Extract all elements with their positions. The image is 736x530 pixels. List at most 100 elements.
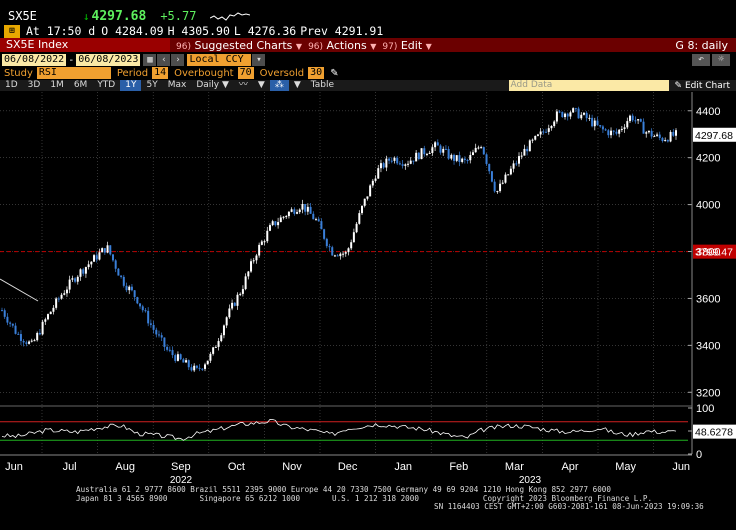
- frequency-select[interactable]: Daily ▼: [196, 80, 229, 90]
- candle-body: [569, 112, 572, 117]
- range-button-1y[interactable]: 1Y: [120, 80, 142, 91]
- next-period-icon[interactable]: ›: [171, 54, 185, 66]
- currency-select[interactable]: Local CCY: [187, 54, 252, 66]
- candle-body: [41, 321, 44, 335]
- dropdown-arrow-icon: ▼: [370, 41, 377, 51]
- candle-body: [458, 155, 461, 162]
- candle-body: [385, 158, 388, 168]
- period-input[interactable]: 14: [152, 67, 169, 79]
- candle-body: [453, 154, 456, 161]
- prev-period-icon[interactable]: ‹: [157, 54, 171, 66]
- candle-body: [323, 229, 326, 239]
- last-price: 4297.68: [91, 8, 147, 24]
- rsi-y-tick-label: 0: [696, 449, 702, 461]
- year-label: 2023: [519, 475, 542, 486]
- open-price: O 4284.09: [101, 24, 164, 38]
- candle-body: [55, 298, 58, 308]
- pencil-icon[interactable]: ✎: [330, 67, 339, 79]
- candle-body: [620, 128, 623, 130]
- dropdown-arrow-icon[interactable]: ▼: [257, 80, 265, 90]
- bloomberg-logo-icon: ⊞: [4, 24, 20, 38]
- start-date-input[interactable]: 06/08/2022: [2, 54, 67, 66]
- candle-body: [336, 255, 339, 257]
- candle-body: [669, 131, 672, 142]
- candle-body: [277, 222, 280, 226]
- reference-label: 3799.47: [695, 247, 733, 259]
- candle-body: [25, 342, 28, 344]
- candle-body: [133, 290, 136, 298]
- line-style-icon[interactable]: 〰: [238, 80, 248, 90]
- candle-body: [130, 286, 133, 291]
- price-chart[interactable]: 3799.47 3200 3400 3600 3800 4000 4200 4400 4297…: [0, 92, 736, 486]
- candle-body: [65, 289, 68, 294]
- edit-menu[interactable]: 97) Edit ▼: [382, 39, 431, 52]
- candle-body: [623, 127, 626, 129]
- security-field[interactable]: SX5E Index: [0, 38, 170, 52]
- menu-number: 96): [308, 41, 324, 52]
- undo-icon[interactable]: ↶: [692, 54, 710, 66]
- candle-body: [542, 131, 545, 133]
- candle-body: [212, 347, 215, 354]
- at-time: At 17:50 d: [26, 24, 96, 38]
- candle-body: [350, 242, 353, 249]
- study-select[interactable]: RSI: [36, 67, 111, 79]
- candle-body: [17, 333, 20, 335]
- candle-body: [396, 157, 399, 164]
- settings-icon[interactable]: ☼: [712, 54, 730, 66]
- range-button-1m[interactable]: 1M: [50, 80, 64, 90]
- candle-body: [106, 245, 109, 253]
- low-price: L 4276.36: [233, 24, 297, 38]
- candle-body: [637, 119, 640, 121]
- candle-body: [325, 238, 328, 247]
- range-button-max[interactable]: Max: [167, 80, 187, 90]
- candle-body: [247, 271, 250, 277]
- oversold-input[interactable]: 30: [308, 67, 325, 79]
- y-tick-label: 3600: [696, 293, 720, 305]
- overbought-input[interactable]: 70: [237, 67, 254, 79]
- range-button-ytd[interactable]: YTD: [97, 80, 116, 90]
- chart-tab-label: G 8: daily: [675, 38, 728, 52]
- menu-label: Edit: [400, 38, 423, 52]
- range-button-3d[interactable]: 3D: [27, 80, 41, 90]
- add-data-input[interactable]: Add Data: [508, 80, 669, 91]
- candle-body: [650, 130, 653, 137]
- candle-body: [252, 260, 255, 262]
- edit-chart-button[interactable]: ✎ Edit Chart: [675, 81, 730, 91]
- candle-body: [599, 125, 602, 127]
- chart-type-icon[interactable]: ⁂: [269, 80, 289, 91]
- table-button[interactable]: Table: [310, 80, 335, 90]
- x-tick-label: Jan: [394, 461, 412, 473]
- actions-menu[interactable]: 96) Actions ▼: [308, 39, 376, 52]
- calendar-icon[interactable]: ▦: [143, 54, 157, 66]
- candle-body: [250, 261, 253, 272]
- candle-body: [19, 334, 22, 341]
- range-button-1d[interactable]: 1D: [5, 80, 18, 90]
- candle-body: [160, 335, 163, 338]
- end-date-input[interactable]: 06/08/2023: [76, 54, 141, 66]
- range-button-5y[interactable]: 5Y: [146, 80, 158, 90]
- currency-dropdown-icon[interactable]: ▾: [252, 54, 266, 66]
- candle-body: [260, 241, 263, 245]
- suggested-charts-menu[interactable]: 96) Suggested Charts ▼: [176, 39, 302, 52]
- range-button-6m[interactable]: 6M: [73, 80, 88, 90]
- reference-label-box: [693, 244, 736, 259]
- chart-grid: [0, 92, 688, 454]
- study-bar: Study RSI Period 14 Overbought 70 Overso…: [0, 67, 736, 79]
- candle-body: [601, 126, 604, 130]
- candle-body: [515, 163, 518, 165]
- candle-body: [63, 293, 66, 295]
- candle-body: [320, 221, 323, 230]
- candle-body: [412, 160, 415, 162]
- candle-body: [298, 209, 301, 213]
- candle-body: [653, 135, 656, 137]
- function-bar: SX5E Index 96) Suggested Charts ▼ 96) Ac…: [0, 38, 736, 52]
- candle-body: [328, 246, 331, 248]
- candle-body: [68, 279, 71, 290]
- candle-body: [423, 148, 426, 155]
- candle-body: [84, 267, 87, 274]
- price-axis: 3200 3400 3600 3800 4000 4200 4400 4297.68: [688, 92, 736, 454]
- candle-body: [528, 140, 531, 152]
- candlestick-series: [1, 106, 677, 373]
- candle-body: [47, 314, 50, 320]
- dropdown-arrow-icon[interactable]: ▼: [293, 80, 301, 90]
